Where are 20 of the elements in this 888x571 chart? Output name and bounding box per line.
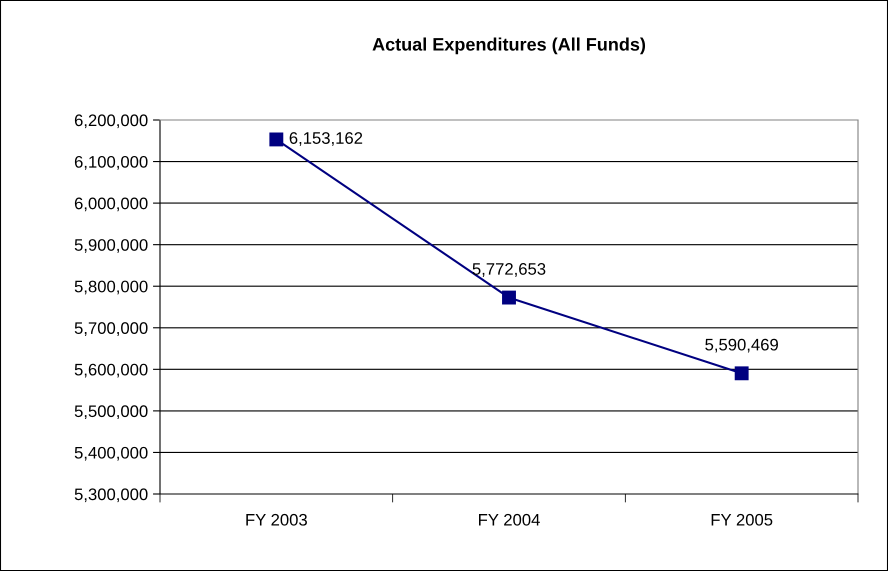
data-label: 6,153,162 bbox=[290, 132, 362, 146]
x-tick-label: FY 2005 bbox=[712, 514, 772, 526]
y-tick-label: 5,900,000 bbox=[74, 239, 148, 253]
y-tick-label: 5,500,000 bbox=[74, 405, 148, 420]
x-tick-label: FY 2004 bbox=[479, 514, 540, 526]
y-tick-label: 5,800,000 bbox=[74, 280, 148, 294]
y-tick-label: 5,300,000 bbox=[74, 488, 148, 502]
y-tick-label: 6,200,000 bbox=[74, 114, 148, 128]
point bbox=[502, 290, 516, 305]
y-tick-label: 5,700,000 bbox=[74, 322, 148, 336]
chart-title: Actual Expenditures (All Funds) bbox=[372, 37, 646, 54]
point bbox=[269, 132, 284, 146]
y-tick-label: 5,400,000 bbox=[74, 446, 148, 461]
point bbox=[734, 366, 749, 380]
x-tick-label: FY 2003 bbox=[246, 514, 307, 526]
y-tick-label: 6,000,000 bbox=[74, 198, 148, 212]
data-label: 5,772,653 bbox=[472, 263, 546, 277]
y-tick-label: 6,100,000 bbox=[74, 156, 148, 170]
data-label: 5,590,469 bbox=[705, 338, 778, 353]
y-tick-label: 5,600,000 bbox=[74, 364, 148, 378]
